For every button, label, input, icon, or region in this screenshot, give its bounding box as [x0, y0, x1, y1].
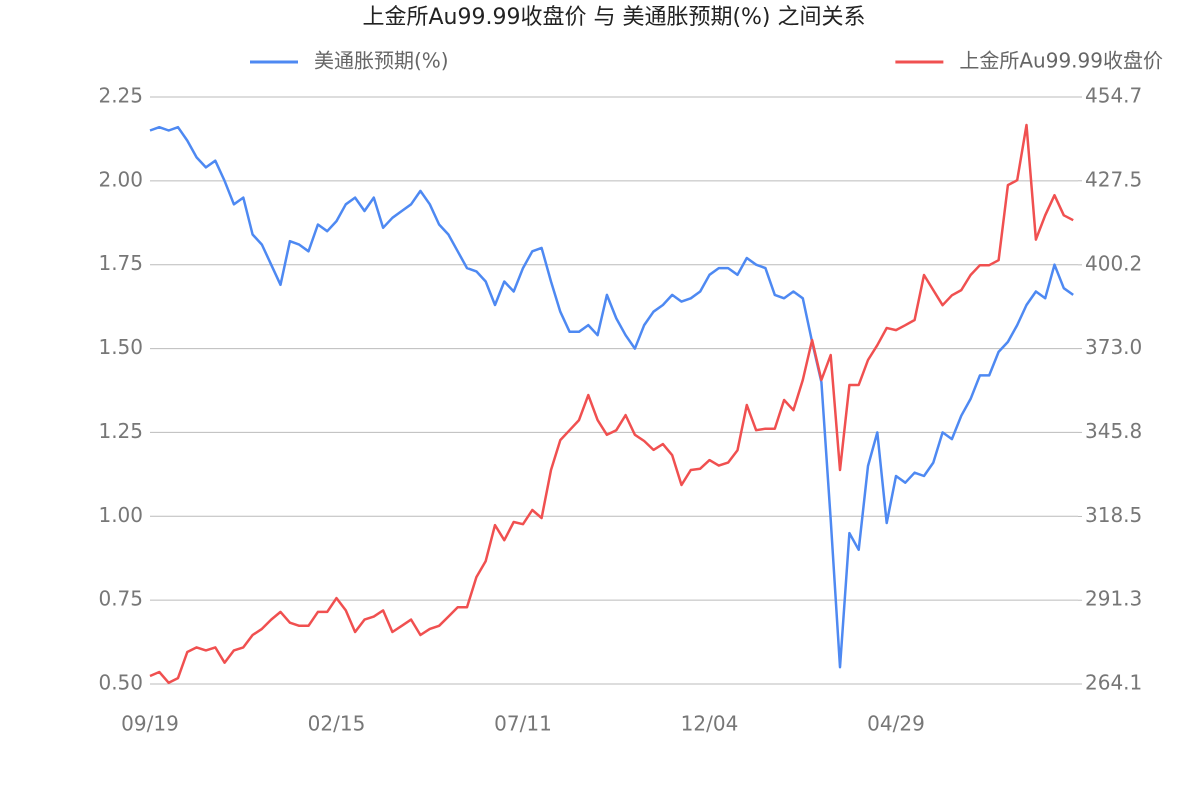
y-tick-label: 2.25	[98, 84, 143, 108]
line-series	[149, 123, 1074, 685]
y2-tick-label: 373.0	[1085, 335, 1142, 359]
y-tick-label: 1.50	[98, 335, 143, 359]
legend-label: 上金所Au99.99收盘价	[959, 49, 1163, 73]
y-tick-label: 0.75	[98, 587, 143, 611]
x-tick-label: 02/15	[308, 712, 366, 736]
y-tick-label: 1.00	[98, 503, 143, 527]
y2-tick-label: 291.3	[1085, 587, 1142, 611]
y-tick-label: 0.50	[98, 671, 143, 695]
legend-label: 美通胀预期(%)	[314, 49, 449, 73]
x-tick-label: 07/11	[494, 712, 552, 736]
y2-tick-label: 345.8	[1085, 419, 1142, 443]
y-tick-label: 1.75	[98, 251, 143, 275]
x-tick-label: 09/19	[121, 712, 179, 736]
y2-tick-label: 400.2	[1085, 251, 1142, 275]
y-tick-label: 1.25	[98, 419, 143, 443]
x-tick-label: 12/04	[681, 712, 739, 736]
y2-tick-label: 427.5	[1085, 167, 1142, 191]
x-tick-label: 04/29	[867, 712, 925, 736]
y2-tick-label: 454.7	[1085, 84, 1142, 108]
y2-tick-label: 318.5	[1085, 503, 1142, 527]
y-tick-label: 2.00	[98, 167, 143, 191]
y2-tick-label: 264.1	[1085, 671, 1142, 695]
chart-title: 上金所Au99.99收盘价 与 美通胀预期(%) 之间关系	[362, 5, 865, 30]
line-series	[149, 125, 1074, 669]
